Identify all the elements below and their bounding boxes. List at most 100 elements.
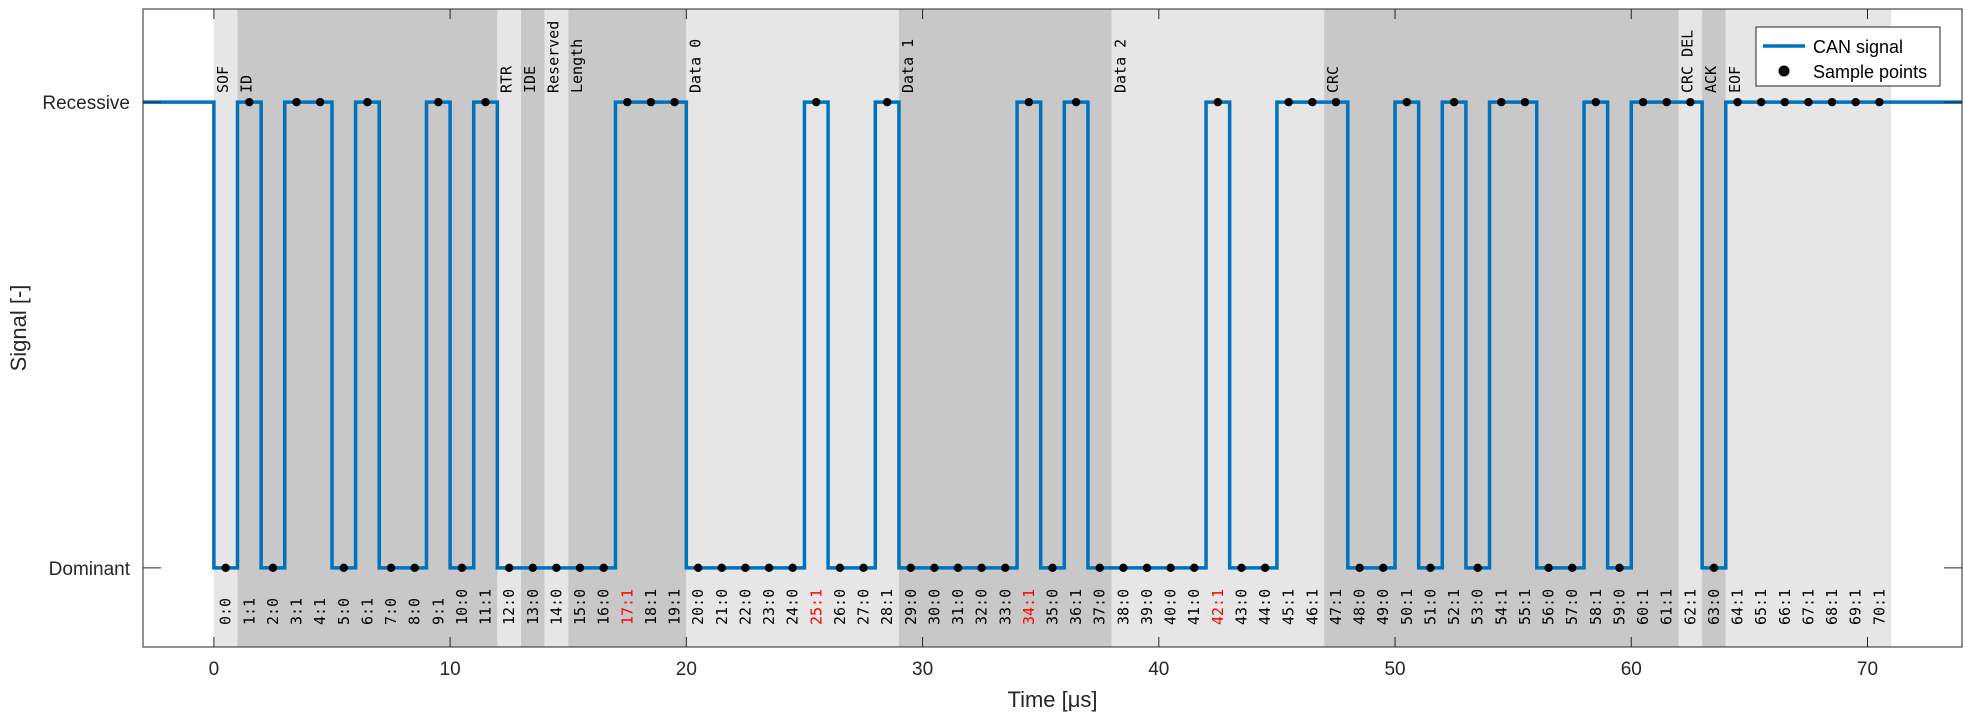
x-axis-ticks: 0 10 20 30 40 50 60 70 <box>209 9 1878 680</box>
x-tick-label: 50 <box>1384 659 1405 680</box>
bit-labels: 0:0 1:1 2:0 3:1 4:1 5:0 6:1 7:0 8:0 9:1 10:0 11:1 12… <box>217 589 1889 625</box>
x-axis-label: Time [μs] <box>1007 687 1097 712</box>
segment-band <box>1324 9 1679 647</box>
bit-label: 56:0 <box>1540 589 1558 625</box>
sample-point <box>1591 97 1601 107</box>
sample-point <box>1308 97 1317 107</box>
x-tick-label: 70 <box>1857 659 1878 680</box>
x-tick-label: 30 <box>912 659 933 680</box>
sample-point <box>812 97 821 107</box>
bit-label: 52:1 <box>1445 589 1463 625</box>
x-tick-label: 0 <box>209 659 220 680</box>
bit-label: 3:1 <box>288 598 306 625</box>
bit-label: 60:1 <box>1634 589 1652 625</box>
bit-label: 1:1 <box>240 598 258 625</box>
segment-band <box>898 9 1112 647</box>
bit-label: 29:0 <box>902 589 920 625</box>
bit-label: 10:0 <box>453 589 471 625</box>
bit-label: 36:1 <box>1067 589 1085 625</box>
sample-point <box>292 97 301 107</box>
sample-point <box>623 97 632 107</box>
bit-label: 27:0 <box>855 589 873 625</box>
bit-label: 39:0 <box>1138 589 1156 625</box>
segment-label: Reserved <box>545 21 563 93</box>
sample-point <box>1497 97 1506 107</box>
bit-label: 66:1 <box>1776 589 1794 625</box>
segment-backgrounds <box>213 9 1892 647</box>
sample-point <box>1331 97 1341 107</box>
sample-point <box>1402 97 1412 107</box>
x-tick-label: 20 <box>676 659 697 680</box>
bit-label: 65:1 <box>1752 589 1770 625</box>
bit-label: 14:0 <box>547 589 565 625</box>
sample-point <box>693 563 703 573</box>
bit-label: 7:0 <box>382 598 400 625</box>
y-tick-label: Recessive <box>42 93 130 114</box>
y-tick-label: Dominant <box>49 559 131 580</box>
sample-point <box>788 563 797 573</box>
y-axis-ticks: Dominant Recessive <box>42 93 1962 580</box>
bit-label: 63:0 <box>1705 589 1723 625</box>
sample-point <box>1237 563 1246 573</box>
sample-point <box>1804 97 1813 107</box>
segment-band <box>1702 9 1726 647</box>
sample-point <box>977 563 986 573</box>
sample-point <box>410 563 419 573</box>
bit-label: 18:1 <box>642 589 660 625</box>
legend-label-can-signal: CAN signal <box>1813 37 1903 57</box>
legend: CAN signal Sample points <box>1755 26 1941 87</box>
bit-label: 20:0 <box>689 589 707 625</box>
bit-label: 0:0 <box>217 598 235 625</box>
bit-label: 37:0 <box>1091 589 1109 625</box>
segment-band <box>1111 9 1325 647</box>
bit-label: 67:1 <box>1799 589 1817 625</box>
legend-marker-swatch <box>1778 65 1790 77</box>
segment-label: Length <box>568 39 586 93</box>
sample-point <box>1780 97 1790 107</box>
sample-point <box>1001 563 1010 573</box>
sample-point <box>434 97 443 107</box>
segment-label: SOF <box>214 66 232 93</box>
bit-label: 12:0 <box>500 589 518 625</box>
bit-label: 41:0 <box>1185 589 1203 625</box>
bit-label: 28:1 <box>878 589 896 625</box>
sample-point <box>906 563 915 573</box>
segment-labels: SOF ID RTR IDE Reserved Length Data 0 Data 1 Dat… <box>214 21 1744 93</box>
segment-label: Data 0 <box>686 39 704 93</box>
bit-label: 59:0 <box>1610 589 1628 625</box>
segment-label: EOF <box>1726 66 1744 93</box>
bit-label: 24:0 <box>784 589 802 625</box>
segment-band <box>1678 9 1703 647</box>
bit-label: 22:0 <box>736 589 754 625</box>
bit-label: 54:1 <box>1492 589 1510 625</box>
bit-label: 19:1 <box>666 589 684 625</box>
segment-label: ACK <box>1702 66 1720 93</box>
segment-label: Data 2 <box>1112 39 1130 93</box>
bit-label: 35:0 <box>1044 589 1062 625</box>
sample-point <box>1733 97 1742 107</box>
bit-label: 69:1 <box>1847 589 1865 625</box>
sample-point <box>268 563 278 573</box>
sample-point <box>457 563 467 573</box>
sample-point <box>1638 97 1648 107</box>
sample-points <box>221 97 1884 573</box>
bit-label: 13:0 <box>524 589 542 625</box>
sample-point <box>646 97 656 107</box>
sample-point <box>1615 563 1624 573</box>
bit-label: 33:0 <box>996 589 1014 625</box>
legend-label-sample-points: Sample points <box>1813 62 1927 82</box>
sample-point <box>1284 97 1293 107</box>
signal-layer <box>143 100 1962 570</box>
sample-point <box>1544 563 1553 573</box>
sample-point <box>599 563 608 573</box>
bit-label: 21:0 <box>713 589 731 625</box>
sample-point <box>363 97 372 107</box>
bit-label: 49:0 <box>1374 589 1392 625</box>
segment-label: ID <box>237 75 255 93</box>
bit-label: 42:1 <box>1209 589 1227 625</box>
sample-point <box>386 563 396 573</box>
sample-point <box>1875 97 1884 107</box>
sample-point <box>1379 563 1388 573</box>
bit-label: 68:1 <box>1823 589 1841 625</box>
